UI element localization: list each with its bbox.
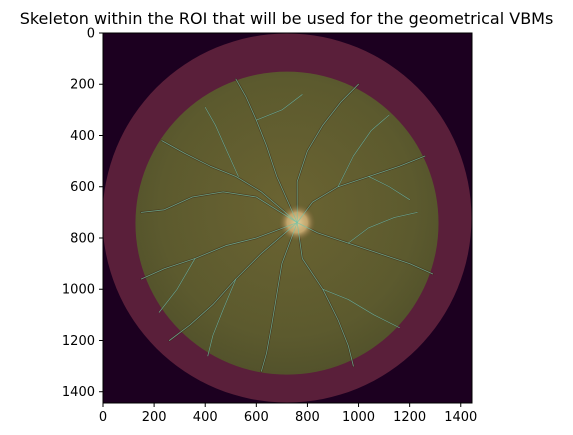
y-axis: 0 200 400 600 800 1000 1200 1400 xyxy=(62,27,103,400)
x-tick-label: 400 xyxy=(193,410,218,425)
plot-area xyxy=(103,33,472,403)
x-tick-label: 1000 xyxy=(342,410,375,425)
skeleton-segment xyxy=(261,222,298,372)
axes-frame xyxy=(102,32,473,404)
y-tick-label: 1000 xyxy=(62,283,95,298)
x-axis: 0 200 400 600 800 1000 1200 1400 xyxy=(99,403,477,425)
y-tick-label: 200 xyxy=(70,78,95,93)
skeleton-segment xyxy=(158,258,196,313)
skeleton-segment xyxy=(161,140,298,223)
x-tick-label: 600 xyxy=(244,410,269,425)
x-tick-label: 1400 xyxy=(444,410,477,425)
x-tick-label: 200 xyxy=(142,410,167,425)
skeleton-segment xyxy=(140,222,298,280)
skeleton-segment xyxy=(235,78,298,223)
skeleton-segment xyxy=(296,222,433,275)
skeleton-segment xyxy=(255,94,303,121)
skeleton-segment xyxy=(140,191,298,223)
y-tick-label: 0 xyxy=(87,27,95,42)
y-tick-label: 1200 xyxy=(62,334,95,349)
skeleton-segment xyxy=(296,155,426,223)
skeleton-segment xyxy=(322,288,400,329)
vessel-skeleton xyxy=(140,78,433,372)
skeleton-segment xyxy=(204,106,239,177)
y-tick-label: 800 xyxy=(70,231,95,246)
skeleton-segment xyxy=(296,83,359,223)
skeleton-segment xyxy=(296,222,354,367)
x-tick-label: 1200 xyxy=(393,410,426,425)
y-tick-label: 1400 xyxy=(62,385,95,400)
x-tick-label: 0 xyxy=(99,410,107,425)
y-tick-label: 600 xyxy=(70,180,95,195)
skeleton-segment xyxy=(207,278,237,357)
skeleton-segment xyxy=(368,176,410,200)
skeleton-segment xyxy=(337,114,390,188)
chart-title: Skeleton within the ROI that will be use… xyxy=(20,9,554,28)
y-tick-label: 400 xyxy=(70,129,95,144)
skeleton-segment xyxy=(169,222,298,341)
x-tick-label: 800 xyxy=(295,410,320,425)
skeleton-segment xyxy=(347,212,418,244)
